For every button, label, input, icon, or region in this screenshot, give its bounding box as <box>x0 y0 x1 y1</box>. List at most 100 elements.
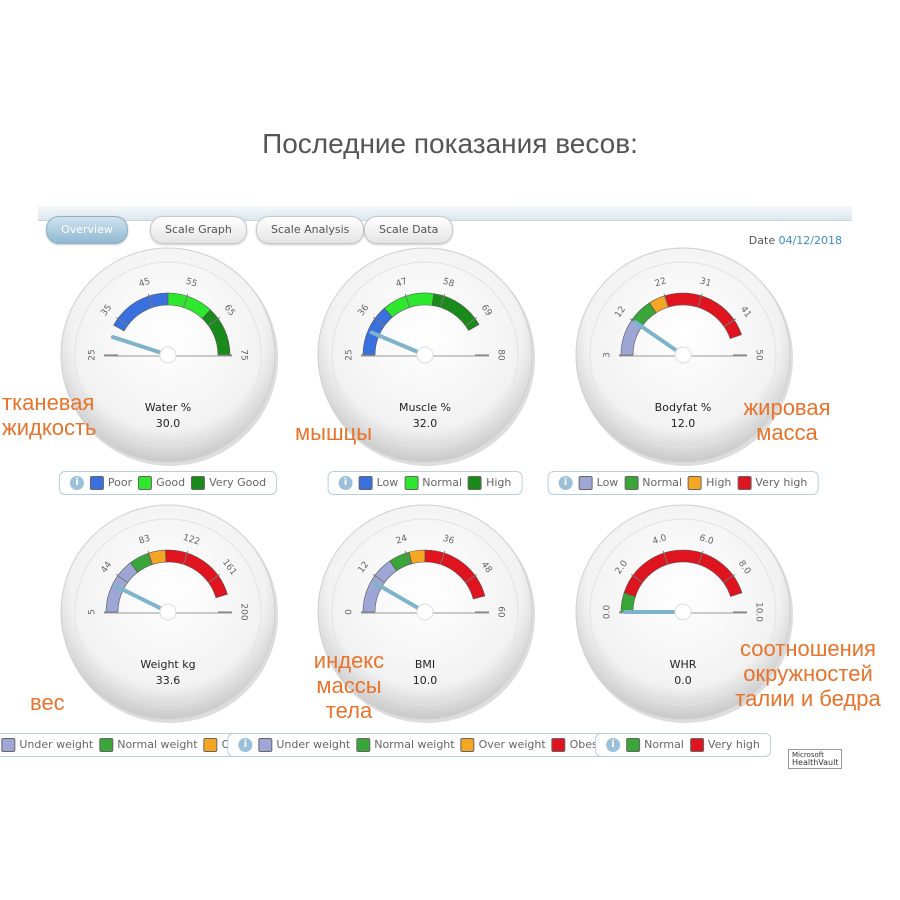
annotation-line: тела <box>325 698 373 723</box>
legend-swatch <box>138 476 153 490</box>
annotation: тканевая жидкость <box>2 390 202 440</box>
gauge-tick-label: 22 <box>654 276 668 289</box>
legend: i Poor Good Very Good <box>58 471 278 495</box>
legend-item: Normal weight <box>356 738 455 752</box>
gauge-tick <box>404 293 411 308</box>
legend-item: Good <box>138 476 185 490</box>
legend-item: Normal weight <box>99 738 198 752</box>
tab[interactable]: Scale Graph <box>150 216 247 244</box>
gauge-needle <box>369 330 427 357</box>
gauge-name: WHR <box>670 658 697 671</box>
gauge-value: 32.0 <box>413 417 438 430</box>
gauge-tick-label: 83 <box>138 534 152 547</box>
gauge-tick-label: 60 <box>496 606 506 618</box>
gauge-ring <box>74 261 262 449</box>
legend-label: High <box>706 476 732 489</box>
legend: i Low Normal High <box>327 471 523 495</box>
legend-swatch <box>404 476 419 490</box>
annotation-line: индекс <box>313 648 385 673</box>
gauge-value: 0.0 <box>674 674 692 687</box>
gauge-band <box>408 549 426 565</box>
gauge-tick <box>662 550 669 565</box>
gauge-band <box>165 549 228 599</box>
gauge-name: Muscle % <box>399 401 451 414</box>
gauge-tick-label: 75 <box>239 349 249 360</box>
gauge-value: 30.0 <box>156 417 181 430</box>
logo: Microsoft HealthVault <box>788 749 843 769</box>
legend-item: Very high <box>737 476 807 490</box>
gauge-tick <box>723 318 737 328</box>
gauge-tick-label: 47 <box>395 277 409 290</box>
legend-label: Normal weight <box>117 738 198 751</box>
gauge-tick-label: 36 <box>441 534 455 547</box>
gauge-tick <box>115 316 128 327</box>
info-icon: i <box>238 738 253 752</box>
annotation-line: окружностей <box>743 661 873 686</box>
legend-swatch <box>737 476 752 490</box>
annotation: жировая масса <box>687 395 887 445</box>
legend-label: Very Good <box>209 476 267 489</box>
gauge-ring <box>589 518 777 706</box>
legend-item: Under weight <box>1 738 93 752</box>
gauge-tick <box>182 293 189 308</box>
gauge-tick-label: 10.0 <box>754 602 764 622</box>
tab[interactable]: Overview <box>46 216 128 244</box>
legend-swatch <box>191 476 206 490</box>
gauge-tick <box>372 316 385 327</box>
legend-label: Low <box>376 476 399 489</box>
legend-label: Normal weight <box>374 738 455 751</box>
legend-item: Normal <box>626 738 684 752</box>
gauge-name: BMI <box>415 658 435 671</box>
legend-swatch <box>358 476 373 490</box>
gauge-value: 12.0 <box>671 417 696 430</box>
gauge-tick-label: 25 <box>345 349 355 360</box>
annotation-line: соотношения <box>740 636 876 661</box>
legend-swatch <box>258 738 273 752</box>
gauge-tick <box>404 550 411 565</box>
gauge-tick-label: 6.0 <box>698 533 715 547</box>
annotation: соотношения окружностей талии и бедра <box>708 636 900 711</box>
tab[interactable]: Scale Analysis <box>256 216 365 244</box>
legend-swatch <box>203 738 218 752</box>
annotation-line: талии и бедра <box>735 686 881 711</box>
legend-item: Very Good <box>191 476 266 490</box>
legend-label: Over weight <box>478 738 546 751</box>
date-label: Date <box>748 234 776 247</box>
gauge-tick <box>439 293 446 308</box>
gauge-tick <box>723 573 736 584</box>
gauge-name: Bodyfat % <box>655 401 712 414</box>
legend-item: Low <box>578 476 619 490</box>
annotation: мышцы <box>295 420 495 445</box>
legend-label: Low <box>596 476 619 489</box>
gauge-band <box>431 293 480 331</box>
gauge-ring <box>331 261 519 449</box>
gauge-tick <box>663 293 669 308</box>
gauge-tick-label: 31 <box>698 276 712 289</box>
legend-swatch <box>578 476 593 490</box>
gauge-ring <box>589 261 777 449</box>
legend-label: Normal <box>644 738 684 751</box>
gauge-hub <box>416 603 434 621</box>
gauge-band <box>623 549 743 597</box>
logo-text: HealthVault <box>792 758 839 767</box>
gauge-tick <box>147 293 154 308</box>
annotation-line: масса <box>756 420 818 445</box>
gauge-tick <box>208 316 221 327</box>
gauge-band <box>664 292 742 339</box>
legend-swatch <box>624 476 639 490</box>
gauge-tick <box>465 316 478 327</box>
gauge-tick <box>697 293 703 308</box>
gauge-band <box>424 549 486 600</box>
gauge-ring <box>74 518 262 706</box>
legend-label: Good <box>156 476 186 489</box>
legend: i Low Normal High Very high <box>547 471 819 495</box>
legend-label: Under weight <box>19 738 94 751</box>
legend-label: Poor <box>107 476 133 489</box>
annotation-line: тканевая <box>2 390 95 415</box>
legend-label: Very high <box>755 476 808 489</box>
gauge-needle <box>633 320 685 357</box>
tab[interactable]: Scale Data <box>364 216 454 244</box>
gauge-tick-label: 24 <box>395 534 409 547</box>
legend-label: Normal <box>422 476 463 489</box>
